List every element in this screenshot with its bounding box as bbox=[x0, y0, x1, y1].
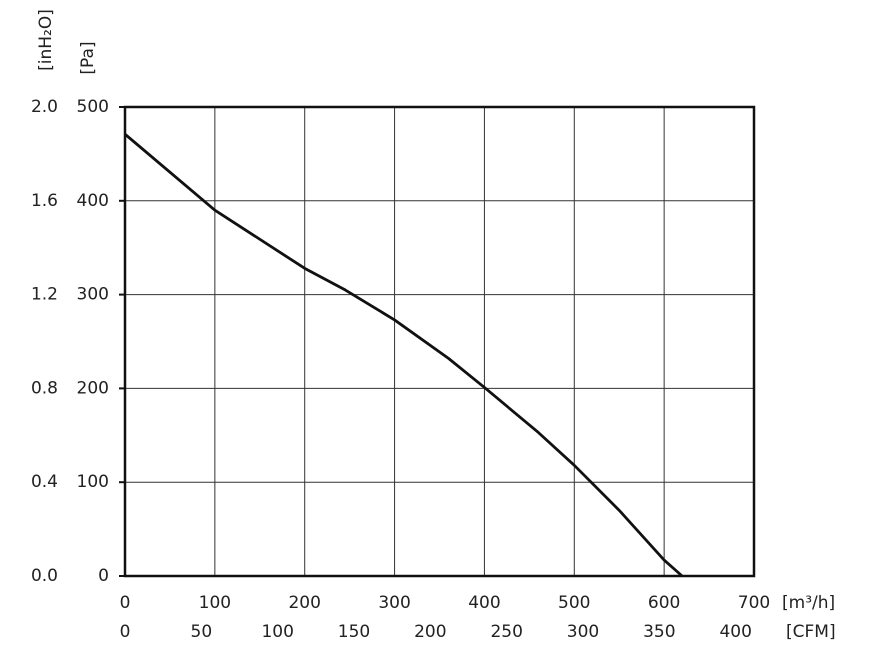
curve bbox=[124, 133, 684, 578]
y-axis-label: [Pa] bbox=[78, 41, 98, 74]
x-tick-label: 400 bbox=[468, 593, 500, 613]
y-tick-label: 200 bbox=[77, 378, 109, 398]
x2-tick-label: 350 bbox=[643, 622, 675, 642]
y-tick-label: 100 bbox=[77, 472, 109, 492]
y2-tick-label: 0.8 bbox=[31, 378, 58, 398]
y2-tick-label: 0.4 bbox=[31, 472, 58, 492]
x2-tick-label: 200 bbox=[414, 622, 446, 642]
x-tick-label: 200 bbox=[288, 593, 320, 613]
x-tick-label: 0 bbox=[120, 593, 131, 613]
x-tick-label: 700 bbox=[738, 593, 770, 613]
x2-axis-label: [CFM] bbox=[786, 622, 836, 642]
x2-tick-label: 400 bbox=[719, 622, 751, 642]
x-tick-label: 600 bbox=[648, 593, 680, 613]
y2-tick-label: 0.0 bbox=[31, 566, 58, 586]
x2-tick-label: 0 bbox=[120, 622, 131, 642]
y2-axis-label: [inH₂O] bbox=[36, 9, 56, 71]
x-tick-label: 500 bbox=[558, 593, 590, 613]
x2-tick-label: 150 bbox=[338, 622, 370, 642]
y-tick-label: 0 bbox=[98, 566, 109, 586]
x2-tick-label: 300 bbox=[567, 622, 599, 642]
y2-tick-label: 1.2 bbox=[31, 285, 58, 305]
plot-frame bbox=[123, 105, 756, 578]
x2-tick-label: 100 bbox=[261, 622, 293, 642]
y-tick-label: 500 bbox=[77, 97, 109, 117]
x2-tick-label: 250 bbox=[490, 622, 522, 642]
y2-tick-label: 1.6 bbox=[31, 191, 58, 211]
y2-tick-label: 2.0 bbox=[31, 97, 58, 117]
x-axis-label: [m³/h] bbox=[782, 593, 835, 613]
x2-tick-label: 50 bbox=[191, 622, 213, 642]
y-tick-label: 400 bbox=[77, 191, 109, 211]
x-tick-label: 100 bbox=[199, 593, 231, 613]
x-tick-label: 300 bbox=[378, 593, 410, 613]
y-tick-label: 300 bbox=[77, 285, 109, 305]
